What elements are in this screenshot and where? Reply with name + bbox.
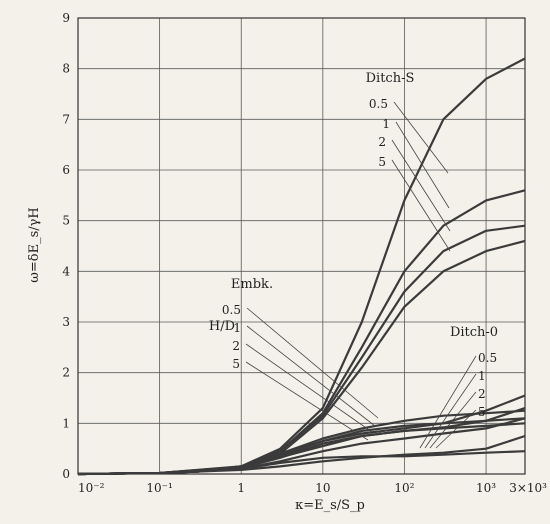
- ditch-s-leader: [393, 101, 449, 174]
- series-line: [77, 239, 526, 476]
- series-line: [77, 450, 526, 476]
- ditch-0-leader: [419, 355, 477, 449]
- embk-hd-label: 2: [232, 339, 240, 353]
- ditch-s-hd-label: 1: [382, 117, 390, 131]
- ditch-s-label: Ditch-S: [366, 71, 415, 86]
- ditch-s-leader: [391, 159, 451, 252]
- ditch-0-label: Ditch-0: [450, 325, 498, 340]
- embk-leader: [246, 307, 379, 419]
- embk-hd-label: 5: [232, 357, 240, 371]
- ditch-s-leader: [391, 139, 451, 232]
- y-tick-label: 4: [62, 264, 70, 278]
- ditch-0-leader: [424, 373, 477, 449]
- grid: [77, 17, 526, 475]
- ditch-0-hd-label: 2: [478, 387, 486, 401]
- y-tick-label: 8: [62, 62, 70, 76]
- embk-label: Embk.: [231, 277, 273, 292]
- embk-hd-label: 0.5: [222, 303, 241, 317]
- ditch-s-hd-label: 2: [378, 135, 386, 149]
- y-tick-label: 2: [62, 366, 70, 380]
- embk-leader: [246, 325, 376, 427]
- x-tick-label: 1: [237, 481, 245, 495]
- series-line: [77, 434, 526, 476]
- y-tick-label: 5: [62, 214, 70, 228]
- y-tick-label: 6: [62, 163, 70, 177]
- annotations: 0.5 1 2 5 0.5 1 2 5 0.5 1 2 5: [222, 97, 497, 449]
- embk-leader: [245, 361, 369, 441]
- ditch-0-hd-label: 1: [478, 369, 486, 383]
- ditch-0-leader: [435, 409, 477, 449]
- x-tick-label: 10⁻²: [78, 481, 105, 495]
- x-axis-title: κ=E_s/S_p: [295, 498, 365, 513]
- y-tick-label: 0: [62, 467, 70, 481]
- embk-hd-label: 1: [233, 321, 241, 335]
- x-tick-label: 3×10³: [509, 481, 547, 495]
- y-axis-title: ω=δE_s/γH: [27, 207, 42, 282]
- y-tick-label: 1: [62, 416, 70, 430]
- y-tick-label: 9: [62, 11, 70, 25]
- x-tick-label: 10⁻¹: [146, 481, 172, 495]
- plot-frame: [77, 17, 526, 475]
- x-tick-label: 10: [315, 481, 330, 495]
- hd-axis-label: H/D: [209, 319, 235, 334]
- embk-leader: [245, 343, 373, 433]
- series-line: [77, 57, 526, 476]
- x-tick-label: 10²: [394, 481, 414, 495]
- ditch-s-hd-label: 0.5: [369, 97, 388, 111]
- ditch-0-hd-label: 0.5: [478, 351, 497, 365]
- y-tick-label: 3: [62, 315, 70, 329]
- ditch-0-leader: [429, 391, 477, 449]
- ditch-s-leader: [395, 121, 450, 209]
- curves: [77, 57, 526, 476]
- y-tick-label: 7: [62, 112, 70, 126]
- tick-labels: 0 1 2 3 4 5 6 7 8 9 10⁻² 10⁻¹ 1 10 10² 10³ 3×10³: [62, 11, 547, 495]
- ditch-s-hd-label: 5: [378, 155, 386, 169]
- x-tick-label: 10³: [476, 481, 496, 495]
- ditch-0-hd-label: 5: [478, 405, 486, 419]
